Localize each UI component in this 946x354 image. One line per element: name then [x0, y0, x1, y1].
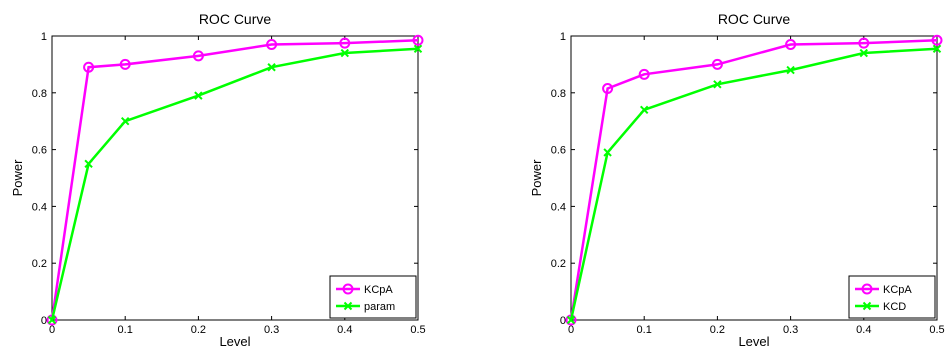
data-point [340, 48, 350, 58]
chart-title: ROC Curve [718, 11, 791, 27]
x-tick-label: 0 [568, 324, 574, 336]
y-tick-label: 0.6 [32, 145, 47, 157]
data-point [83, 61, 95, 73]
x-axis-label: Level [738, 334, 769, 349]
legend-label: KCpA [883, 284, 912, 296]
data-point [859, 48, 869, 58]
y-tick-label: 1 [560, 31, 566, 43]
data-point [858, 37, 870, 49]
legend-marker [862, 301, 872, 311]
legend-box [329, 275, 417, 319]
data-point [566, 315, 576, 325]
y-tick-label: 0.6 [551, 145, 566, 157]
data-point [639, 105, 649, 115]
data-point [266, 39, 278, 51]
y-tick-label: 0.8 [32, 88, 47, 100]
data-point [120, 116, 130, 126]
y-tick-label: 0.8 [551, 88, 566, 100]
data-point [47, 315, 57, 325]
y-axis-label: Power [529, 159, 544, 197]
series-line [50, 39, 419, 321]
y-tick-label: 0.4 [551, 201, 566, 213]
y-tick-label: 0 [560, 315, 566, 327]
y-tick-label: 0 [41, 315, 47, 327]
x-tick-label: 0 [49, 324, 55, 336]
legend: KCpA param [329, 275, 417, 319]
data-point [412, 34, 424, 46]
legend-box [848, 275, 936, 319]
data-point [84, 159, 93, 169]
y-tick-label: 0.4 [32, 201, 47, 213]
x-tick-label: 0.4 [337, 324, 352, 336]
series-kcd [566, 44, 942, 325]
legend-marker [861, 283, 873, 295]
legend: KCpA KCD [848, 275, 936, 319]
x-tick-label: 0.1 [637, 324, 652, 336]
data-point [786, 65, 795, 75]
y-tick-label: 0.2 [551, 258, 566, 270]
plot-area [51, 35, 419, 321]
legend-marker [343, 301, 353, 311]
series-line [569, 39, 938, 321]
data-point [638, 68, 650, 80]
plot-area [570, 35, 938, 321]
x-tick-label: 0.3 [264, 324, 279, 336]
legend-label: KCpA [364, 284, 393, 296]
chart-2: ROC Curve 0 0.1 0.2 0.3 0.4 0.5 0 0.2 0.4 0.6 0.8 1 L… [529, 11, 945, 349]
legend-label: param [364, 301, 395, 313]
data-point [931, 34, 943, 46]
data-point [119, 58, 131, 70]
data-point [413, 44, 423, 53]
data-point [339, 37, 351, 49]
y-tick-label: 1 [41, 31, 47, 43]
x-tick-label: 0.5 [929, 324, 944, 336]
data-point [194, 91, 203, 100]
legend-marker [342, 283, 354, 295]
x-tick-label: 0.1 [118, 324, 133, 336]
chart-title: ROC Curve [199, 11, 272, 27]
x-tick-label: 0.3 [783, 324, 798, 336]
data-point [603, 148, 612, 157]
chart-1: ROC Curve 0 0.1 0.2 0.3 0.4 0.5 0 0.2 0.4 0.6 0.8 1 L… [10, 11, 426, 349]
series-param [47, 44, 423, 325]
y-tick-label: 0.2 [32, 258, 47, 270]
data-point [713, 80, 722, 89]
data-point [267, 63, 276, 72]
x-tick-label: 0.5 [410, 324, 425, 336]
legend-label: KCD [883, 301, 906, 313]
data-point [711, 58, 723, 70]
x-axis-label: Level [219, 334, 250, 349]
x-tick-label: 0.2 [710, 324, 725, 336]
data-point [602, 83, 614, 95]
x-tick-label: 0.2 [191, 324, 206, 336]
data-point [192, 50, 204, 62]
x-tick-label: 0.4 [856, 324, 871, 336]
y-axis-label: Power [10, 159, 25, 197]
data-point [932, 44, 942, 53]
data-point [785, 39, 797, 51]
